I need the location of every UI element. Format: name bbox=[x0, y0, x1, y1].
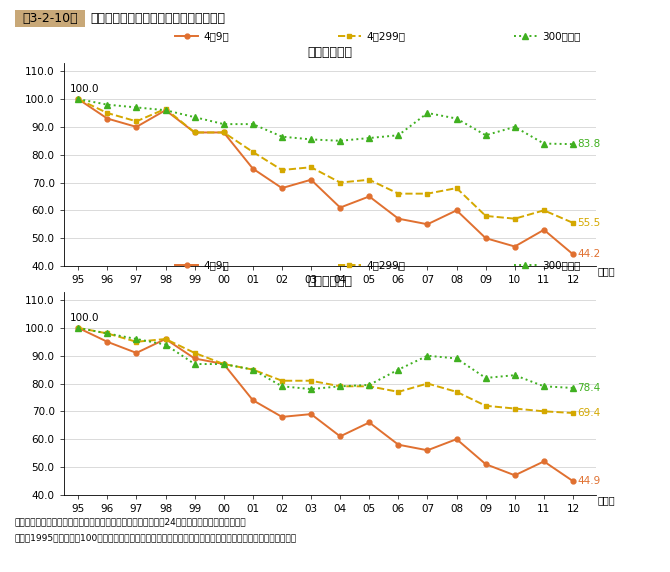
Text: 44.9: 44.9 bbox=[578, 476, 600, 486]
Text: 44.2: 44.2 bbox=[578, 249, 600, 259]
Text: 100.0: 100.0 bbox=[70, 84, 99, 94]
Text: （注）1995年の数値を100とした時の値を時系列で表示。従業者については、事業所ベースで集計している。: （注）1995年の数値を100とした時の値を時系列で表示。従業者については、事業… bbox=[15, 533, 297, 542]
Legend: 4～9人, 4～299人, 300人以上: 4～9人, 4～299人, 300人以上 bbox=[176, 260, 580, 270]
Text: （年）: （年） bbox=[598, 495, 615, 505]
Text: 78.4: 78.4 bbox=[578, 383, 600, 393]
Title: （従業者数）: （従業者数） bbox=[308, 275, 352, 288]
Text: 83.8: 83.8 bbox=[578, 139, 600, 149]
Legend: 4～9人, 4～299人, 300人以上: 4～9人, 4～299人, 300人以上 bbox=[176, 31, 580, 41]
Text: 資料：経済産業省「工業統計表」、総務省・経済産業省「平成24年経済センサスー活動調査」: 資料：経済産業省「工業統計表」、総務省・経済産業省「平成24年経済センサスー活動… bbox=[15, 518, 247, 527]
Text: 第3-2-10図: 第3-2-10図 bbox=[22, 13, 78, 25]
Text: 55.5: 55.5 bbox=[578, 218, 600, 228]
Text: 事業所数・従業者数の推移（製造業）: 事業所数・従業者数の推移（製造業） bbox=[90, 13, 225, 25]
Title: （事業所数）: （事業所数） bbox=[308, 46, 352, 59]
Text: 100.0: 100.0 bbox=[70, 313, 99, 323]
Text: 69.4: 69.4 bbox=[578, 408, 600, 418]
Text: （年）: （年） bbox=[598, 266, 615, 276]
